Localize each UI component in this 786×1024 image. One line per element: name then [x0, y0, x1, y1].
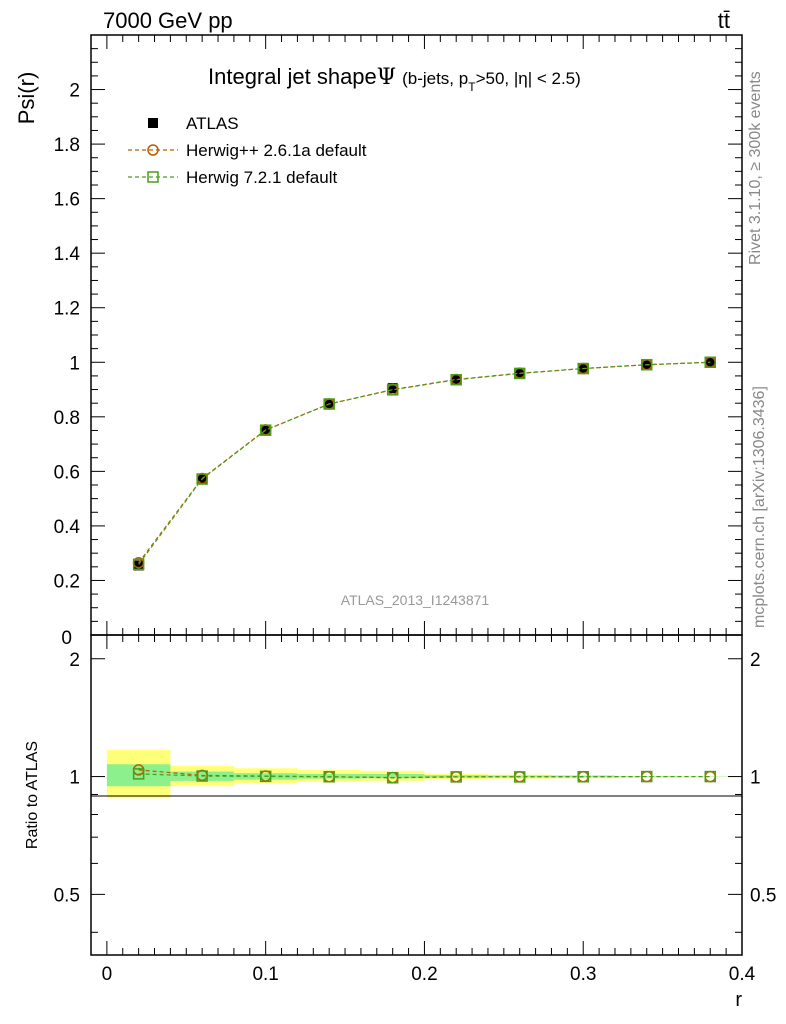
main-data-point	[704, 356, 716, 369]
process-label: tt̄	[718, 8, 730, 33]
ratio-y-tick-label-left: 0.5	[54, 885, 80, 906]
x-tick-label: 0.2	[411, 964, 437, 985]
main-y-tick-label: 0.6	[54, 462, 80, 483]
ratio-y-tick-label-left: 1	[69, 768, 80, 789]
ratio-y-axis-label: Ratio to ATLAS	[24, 741, 41, 849]
main-data-point	[640, 358, 653, 371]
main-data-point	[259, 424, 272, 436]
main-series-layer	[132, 356, 716, 571]
main-data-point	[387, 383, 398, 394]
legend-label-herwig7: Herwig 7.2.1 default	[186, 168, 337, 187]
ratio-data-point	[196, 770, 208, 782]
x-tick-label: 0.3	[570, 964, 596, 985]
legend-item-herwigpp: Herwig++ 2.6.1a default	[128, 141, 367, 160]
energy-label: 7000 GeV pp	[103, 8, 233, 33]
main-title-sub-t: T	[468, 80, 476, 94]
analysis-watermark: ATLAS_2013_I1243871	[341, 592, 490, 608]
main-title: Integral jet shapeΨ (b-jets, pT>50, |η| <…	[208, 64, 581, 94]
x-tick-label: 0.4	[729, 964, 756, 985]
ratio-data-point	[640, 770, 653, 783]
main-y-ticks: 0.2 0.4 0.6 0.8 1 1.2 1.4 1.6 1.8 2	[54, 48, 742, 622]
main-y-axis-label: Psi(r)	[14, 72, 39, 125]
ratio-series-line	[138, 773, 711, 779]
main-y-tick-label: 1.4	[54, 244, 81, 265]
main-data-point	[450, 373, 462, 386]
main-series-1	[132, 356, 716, 569]
ratio-data-point	[259, 770, 272, 783]
legend-item-atlas: ATLAS	[148, 114, 239, 133]
main-data-point	[513, 367, 526, 380]
legend: ATLAS Herwig++ 2.6.1a default Herwig 7.2…	[128, 114, 367, 187]
ratio-data-point	[132, 768, 145, 780]
main-y-tick-label: 0.4	[54, 517, 81, 538]
ratio-frame	[90, 634, 743, 956]
ratio-data-point	[513, 771, 526, 783]
main-zero-tick-label: 0	[61, 628, 72, 649]
main-panel: 0.2 0.4 0.6 0.8 1 1.2 1.4 1.6 1.8 2 0 Psi(r) Inte…	[14, 34, 743, 649]
ratio-data-point	[450, 771, 462, 783]
mcplots-label: mcplots.cern.ch [arXiv:1306.3436]	[751, 386, 768, 628]
ratio-y-tick-label-left: 2	[69, 650, 80, 671]
main-title-sub-pre: (b-jets, p	[402, 69, 468, 88]
rivet-label: Rivet 3.1.10, ≥ 300k events	[747, 71, 764, 265]
main-y-tick-label: 1	[69, 353, 80, 374]
ratio-bands	[106, 749, 742, 799]
main-data-point	[577, 362, 589, 375]
main-series-2	[132, 356, 716, 571]
main-title-text: Integral jet shape	[208, 64, 377, 89]
ratio-data-point	[577, 770, 589, 783]
main-data-point	[323, 398, 335, 410]
legend-label-herwigpp: Herwig++ 2.6.1a default	[186, 141, 367, 160]
main-data-point	[132, 558, 145, 571]
x-tick-label: 0.1	[252, 964, 278, 985]
main-data-point	[451, 374, 462, 385]
legend-marker-herwig7	[147, 171, 159, 183]
ratio-y-ticks: 0.5 0.5 1 1 2 2	[54, 650, 776, 933]
ratio-panel: 0.5 0.51 12 2 0 0.1 0.2 0.3 0.4 Ratio to ATLAS …	[24, 35, 776, 1011]
main-y-tick-label: 1.6	[54, 190, 80, 211]
main-data-point	[133, 560, 144, 571]
main-title-psi: Ψ	[377, 65, 396, 90]
ratio-data-point	[704, 770, 716, 783]
x-tick-label: 0	[102, 964, 113, 985]
ratio-band-inner	[360, 774, 425, 779]
ratio-data-point	[323, 770, 335, 783]
legend-marker-herwigpp	[147, 144, 159, 156]
x-axis-label: r	[735, 989, 742, 1011]
ratio-series-layer	[132, 764, 716, 784]
ratio-series-1	[132, 768, 716, 784]
main-y-tick-label: 0.2	[54, 571, 80, 592]
main-y-tick-label: 0.8	[54, 408, 80, 429]
legend-label-atlas: ATLAS	[186, 114, 239, 133]
legend-item-herwig7: Herwig 7.2.1 default	[128, 168, 337, 187]
ratio-data-point	[386, 772, 399, 784]
main-y-tick-label: 1.2	[54, 299, 80, 320]
ratio-y-tick-label-right: 1	[750, 768, 761, 789]
main-y-tick-label: 1.8	[54, 135, 80, 156]
ratio-y-tick-label-right: 0.5	[750, 885, 776, 906]
main-data-point	[386, 384, 399, 396]
main-title-sub-post: >50, |η| < 2.5)	[476, 69, 581, 88]
main-y-tick-label: 2	[69, 81, 80, 102]
ratio-x-ticks: 0 0.1 0.2 0.3 0.4	[102, 35, 756, 985]
legend-marker-atlas	[148, 118, 158, 128]
main-series-line	[138, 361, 711, 565]
ratio-band-inner	[614, 776, 679, 777]
main-data-point	[196, 473, 208, 485]
ratio-y-tick-label-right: 2	[750, 650, 761, 671]
